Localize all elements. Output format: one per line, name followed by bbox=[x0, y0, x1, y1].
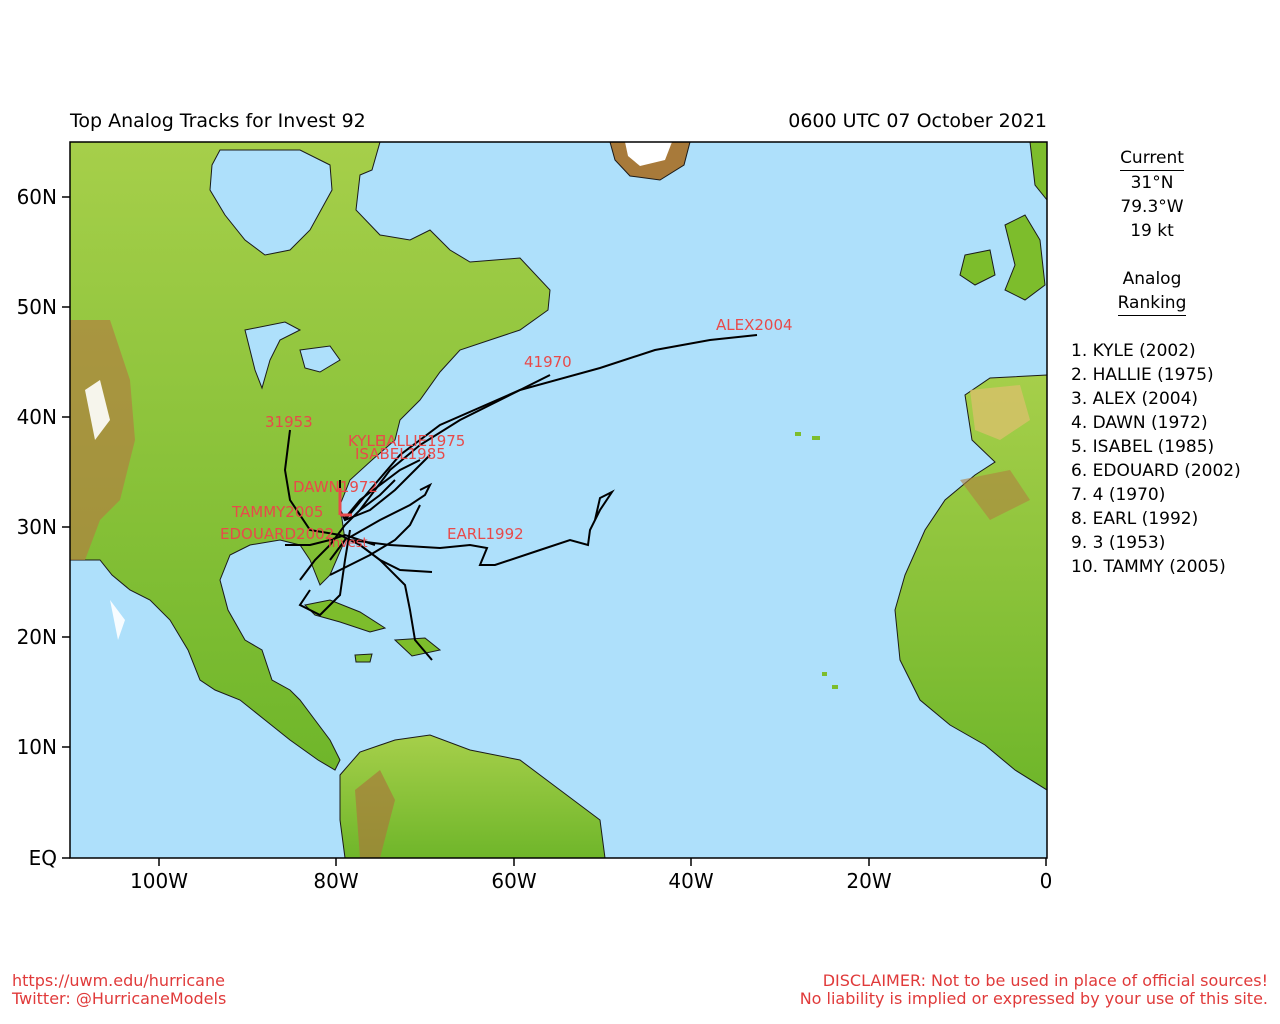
greenland-ice bbox=[625, 142, 672, 166]
current-header: Current bbox=[1120, 146, 1184, 171]
norway bbox=[1029, 142, 1047, 201]
label-41970: 41970 bbox=[524, 353, 572, 371]
map-title: Top Analog Tracks for Invest 92 bbox=[70, 110, 366, 132]
footer-twitter: Twitter: @HurricaneModels bbox=[12, 989, 227, 1008]
current-lat: 31°N bbox=[1130, 173, 1174, 193]
ranking-item: 5. ISABEL (1985) bbox=[1071, 437, 1215, 457]
lat-label-60n: 60N bbox=[17, 185, 57, 209]
cape-verde bbox=[822, 672, 838, 689]
track-labels: ALEX2004 41970 31953 KYLE HALLIE1975 ISA… bbox=[220, 316, 793, 551]
ranking-item: 7. 4 (1970) bbox=[1071, 485, 1166, 505]
ranking-item: 4. DAWN (1972) bbox=[1071, 413, 1208, 433]
south-america-land bbox=[339, 734, 606, 858]
track-isabel bbox=[329, 482, 433, 561]
track-tammy bbox=[298, 529, 351, 617]
andes bbox=[355, 770, 395, 858]
lon-label-80w: 80W bbox=[313, 869, 358, 893]
map-datetime: 0600 UTC 07 October 2021 bbox=[788, 110, 1047, 132]
label-edouard2002: EDOUARD2002 bbox=[220, 525, 334, 543]
mountain-peaks bbox=[85, 380, 125, 640]
label-dawn1972: DAWN1972 bbox=[293, 478, 378, 496]
disclaimer-line1: DISCLAIMER: Not to be used in place of o… bbox=[822, 971, 1268, 990]
british-isles bbox=[959, 214, 1046, 301]
ranking-header-line1: Analog bbox=[1122, 269, 1182, 289]
lat-label-20n: 20N bbox=[17, 625, 57, 649]
rocky-mountains bbox=[70, 320, 135, 560]
ranking-item: 3. ALEX (2004) bbox=[1071, 389, 1199, 409]
cuba bbox=[303, 599, 387, 633]
label-isabel1985: ISABEL1985 bbox=[355, 445, 446, 463]
lat-label-50n: 50N bbox=[17, 295, 57, 319]
footer-left: https://uwm.edu/hurricane Twitter: @Hurr… bbox=[12, 972, 226, 1008]
map-frame bbox=[69, 141, 1048, 859]
label-tammy2005: TAMMY2005 bbox=[231, 503, 323, 521]
lon-label-40w: 40W bbox=[668, 869, 713, 893]
current-info-panel: Current 31°N 79.3°W 19 kt Analog Ranking bbox=[1100, 146, 1204, 316]
iberia-relief bbox=[970, 385, 1030, 440]
great-lakes bbox=[244, 321, 341, 390]
ranking-item: 6. EDOUARD (2002) bbox=[1071, 461, 1241, 481]
north-america-land bbox=[70, 142, 551, 771]
disclaimer-line2: No liability is implied or expressed by … bbox=[799, 989, 1268, 1008]
label-alex2004: ALEX2004 bbox=[716, 316, 793, 334]
ranking-item: 2. HALLIE (1975) bbox=[1071, 365, 1214, 385]
ranking-item: 1. KYLE (2002) bbox=[1071, 341, 1196, 361]
jamaica bbox=[354, 653, 373, 663]
ranking-item: 8. EARL (1992) bbox=[1071, 509, 1199, 529]
track-dawn bbox=[299, 479, 396, 581]
footer-url: https://uwm.edu/hurricane bbox=[12, 971, 225, 990]
current-speed: 19 kt bbox=[1130, 221, 1174, 241]
ranking-header-line2: Ranking bbox=[1117, 291, 1187, 316]
invest-marker bbox=[338, 488, 352, 517]
current-lon: 79.3°W bbox=[1120, 197, 1184, 217]
lon-label-0: 0 bbox=[1040, 869, 1053, 893]
label-earl1992: EARL1992 bbox=[447, 525, 524, 543]
track-extra2 bbox=[329, 504, 421, 576]
analog-ranking-list: 1. KYLE (2002) 2. HALLIE (1975) 3. ALEX … bbox=[1071, 339, 1241, 579]
lat-label-eq: EQ bbox=[29, 846, 57, 870]
lat-label-40n: 40N bbox=[17, 405, 57, 429]
label-31953: 31953 bbox=[265, 413, 313, 431]
footer-disclaimer: DISCLAIMER: Not to be used in place of o… bbox=[800, 972, 1268, 1008]
label-hallie1975: HALLIE1975 bbox=[375, 432, 465, 450]
track-extra bbox=[359, 544, 433, 573]
ranking-item: 10. TAMMY (2005) bbox=[1071, 557, 1226, 577]
label-kyle: KYLE bbox=[348, 432, 384, 450]
lat-label-10n: 10N bbox=[17, 735, 57, 759]
lon-label-100w: 100W bbox=[130, 869, 188, 893]
lon-axis: 100W 80W 60W 40W 20W 0 bbox=[130, 858, 1052, 893]
lon-label-20w: 20W bbox=[846, 869, 891, 893]
atlas-relief bbox=[960, 470, 1030, 520]
track-earl bbox=[349, 489, 615, 566]
track-41970 bbox=[359, 374, 551, 511]
lat-label-30n: 30N bbox=[17, 515, 57, 539]
lat-axis: 60N 50N 40N 30N 20N 10N EQ bbox=[17, 185, 70, 870]
lon-label-60w: 60W bbox=[491, 869, 536, 893]
label-invest: Invest bbox=[328, 536, 368, 551]
ranking-item: 9. 3 (1953) bbox=[1071, 533, 1166, 553]
track-hallie bbox=[344, 459, 421, 519]
hudson-bay bbox=[209, 149, 333, 256]
azores bbox=[795, 432, 820, 440]
